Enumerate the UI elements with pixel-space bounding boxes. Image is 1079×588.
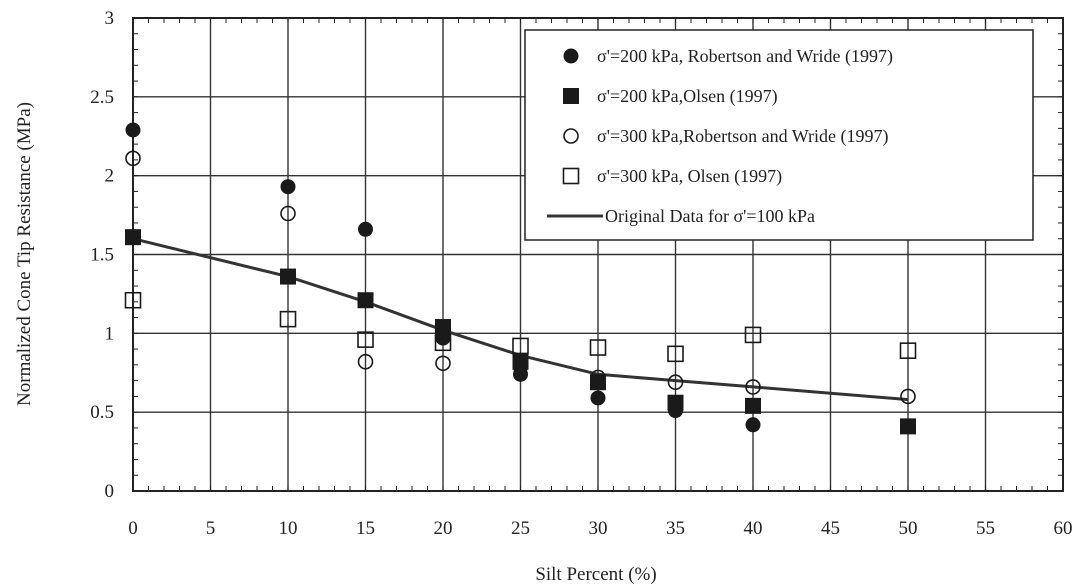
x-tick-label: 50 [899, 518, 918, 539]
x-tick-label: 40 [744, 518, 763, 539]
data-point-filled-circle [435, 330, 451, 346]
x-tick-label: 25 [511, 518, 530, 539]
data-point-open-circle [125, 150, 141, 167]
legend-marker [562, 167, 580, 185]
x-tick-label: 20 [434, 518, 453, 539]
data-point-filled-circle [590, 390, 606, 406]
y-tick-label: 2 [105, 166, 115, 187]
legend-label: Original Data for σ'=100 kPa [605, 206, 815, 226]
data-point-filled-circle [668, 403, 683, 419]
y-tick-label: 0.5 [90, 402, 114, 423]
legend-marker [563, 88, 579, 104]
data-point-filled-circle [280, 179, 296, 195]
data-point-filled-square [280, 268, 296, 285]
x-axis-title: Silt Percent (%) [535, 564, 656, 585]
data-point-open-circle [280, 205, 296, 222]
x-tick-label: 15 [356, 518, 375, 539]
legend-label: σ'=200 kPa, Robertson and Wride (1997) [597, 46, 893, 67]
data-series [124, 122, 917, 435]
y-tick-label: 1.5 [90, 245, 114, 266]
tick-labels: 0 5 10 15 20 25 30 35 40 45 50 55 60 0 0.5 1 1.5 2 2.5 3 [90, 8, 1072, 539]
y-tick-label: 3 [105, 8, 115, 29]
x-tick-label: 45 [821, 518, 840, 539]
legend-marker [563, 48, 579, 64]
data-point-filled-circle [513, 366, 528, 382]
x-tick-label: 5 [206, 518, 216, 539]
data-point-open-circle [745, 379, 761, 395]
data-point-filled-square [590, 374, 606, 391]
data-point-open-square [279, 310, 297, 328]
data-point-open-circle [357, 353, 374, 370]
x-tick-label: 30 [589, 518, 608, 539]
data-point-open-square [667, 345, 684, 363]
x-tick-label: 60 [1054, 518, 1073, 539]
data-point-open-circle [435, 355, 451, 372]
data-point-filled-square [357, 292, 374, 309]
y-tick-label: 0 [105, 481, 115, 502]
data-point-filled-square [512, 353, 529, 370]
data-point-filled-circle [125, 122, 141, 138]
data-point-open-circle [900, 388, 916, 405]
axes [132, 17, 1064, 492]
data-point-filled-square [435, 319, 451, 336]
data-point-open-square [589, 339, 607, 356]
x-tick-label: 10 [279, 518, 298, 539]
data-point-filled-square [125, 229, 141, 246]
legend-label: σ'=300 kPa,Robertson and Wride (1997) [597, 126, 889, 147]
data-point-open-circle [590, 369, 606, 386]
legend-box [524, 29, 1034, 241]
y-axis-title: Normalized Cone Tip Resistance (MPa) [14, 102, 35, 406]
data-point-open-square [357, 331, 374, 348]
y-tick-label: 1 [105, 323, 115, 344]
data-point-open-square [899, 342, 917, 359]
x-tick-label: 35 [666, 518, 685, 539]
data-point-filled-circle [358, 221, 373, 237]
data-point-filled-square [745, 397, 761, 414]
data-point-open-square [512, 337, 529, 355]
x-tick-label: 0 [128, 518, 138, 539]
y-tick-label: 2.5 [90, 87, 114, 108]
legend-label: σ'=300 kPa, Olsen (1997) [597, 166, 782, 187]
x-tick-label: 55 [976, 518, 995, 539]
data-point-filled-circle [745, 417, 761, 433]
legend-marker [563, 128, 579, 144]
data-point-filled-square [900, 418, 916, 435]
data-point-open-square [744, 326, 762, 344]
legend: σ'=200 kPa, Robertson and Wride (1997) σ'… [524, 29, 1034, 241]
legend-label: σ'=200 kPa,Olsen (1997) [597, 86, 778, 107]
data-point-open-square [124, 291, 142, 309]
data-point-open-circle [667, 374, 684, 391]
